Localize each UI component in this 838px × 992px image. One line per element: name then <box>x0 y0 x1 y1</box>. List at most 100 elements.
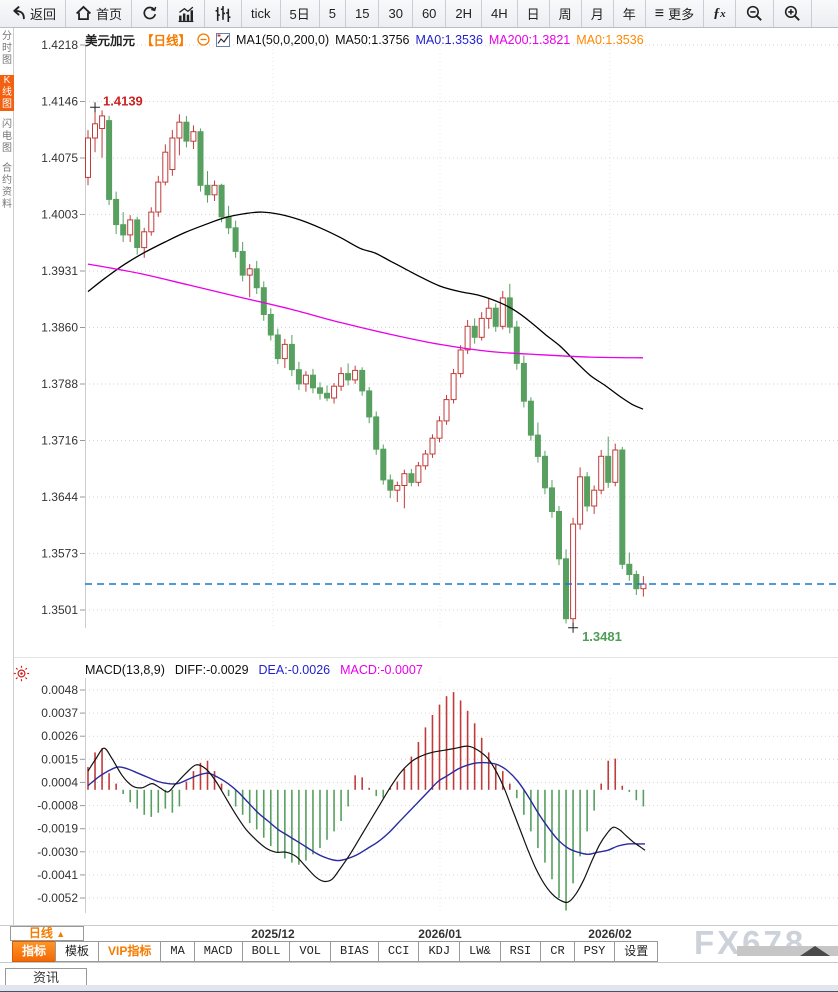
indicator-tabs: 指标 模板 VIP指标 MA MACD BOLL VOL BIAS CCI KDJ LW& RSI CR… <box>12 941 659 962</box>
macd-diff-value: DIFF:-0.0029 <box>174 663 249 677</box>
bottom-bar: 资讯 <box>0 962 838 992</box>
tab-macd[interactable]: MACD <box>193 941 243 962</box>
diff-line <box>87 745 646 904</box>
macd-params: MACD(13,8,9) <box>85 663 165 677</box>
toolbar-refresh-button[interactable] <box>132 0 169 27</box>
high-cross-marker <box>90 102 101 113</box>
tab-settings[interactable]: 设置 <box>614 941 659 962</box>
tab-bias[interactable]: BIAS <box>330 941 379 962</box>
tab-psy[interactable]: PSY <box>573 941 616 962</box>
scroll-handle[interactable] <box>737 946 838 956</box>
mini-chart-icon[interactable] <box>216 32 231 47</box>
toolbar-period-30m-button[interactable]: 30 <box>379 0 413 27</box>
period-dropdown[interactable]: 日线 ▲ <box>10 926 84 941</box>
toolbar-period-4h-button[interactable]: 4H <box>482 0 518 27</box>
tab-kdj[interactable]: KDJ <box>418 941 461 962</box>
toolbar-period-week-button[interactable]: 周 <box>550 0 582 27</box>
svg-text:-0.0019: -0.0019 <box>37 822 78 836</box>
zoom-out-icon <box>745 4 764 23</box>
toolbar-period-15m-button[interactable]: 15 <box>346 0 380 27</box>
toolbar-period-5m-label: 5 <box>328 6 336 21</box>
macd-chart[interactable]: 0.0048 0.0037 0.0026 0.0015 0.0004 -0.0008 -0.… <box>0 658 838 925</box>
svg-text:-0.0008: -0.0008 <box>37 799 78 813</box>
toolbar-home-button[interactable]: 首页 <box>66 0 133 27</box>
toolbar-period-week-label: 周 <box>558 7 572 22</box>
macd-dea-value: DEA:-0.0026 <box>258 663 331 677</box>
svg-text:1.4003: 1.4003 <box>41 208 78 222</box>
svg-text:1.4075: 1.4075 <box>41 151 78 165</box>
svg-text:1.4218: 1.4218 <box>41 38 78 52</box>
tab-vip-indicator[interactable]: VIP指标 <box>98 941 162 962</box>
toolbar-period-year-label: 年 <box>622 7 636 22</box>
toolbar-period-5m-button[interactable]: 5 <box>320 0 346 27</box>
chevron-up-icon: ▲ <box>56 929 66 939</box>
toolbar-zoom-out-button[interactable] <box>736 0 774 27</box>
toolbar-period-5d-button[interactable]: 5日 <box>281 0 320 27</box>
toolbar-period-60m-label: 60 <box>421 6 437 21</box>
tab-cr[interactable]: CR <box>540 941 575 962</box>
symbol-name: 美元加元 <box>85 34 136 48</box>
zoom-in-icon <box>783 4 802 23</box>
tab-lw[interactable]: LW& <box>459 941 501 962</box>
svg-text:1.3788: 1.3788 <box>41 377 78 391</box>
svg-text:1.3644: 1.3644 <box>41 490 78 504</box>
toolbar-more-button[interactable]: ≡ 更多 <box>646 0 705 27</box>
x-axis-month-label: 2026/01 <box>418 927 462 941</box>
toolbar-more-label: 更多 <box>668 7 695 22</box>
indicator-settings-icon[interactable] <box>13 665 30 687</box>
toolbar-period-60m-button[interactable]: 60 <box>413 0 447 27</box>
toolbar-period-year-button[interactable]: 年 <box>614 0 646 27</box>
sidebar-item-lightning-chart[interactable]: 闪电图 <box>2 119 12 154</box>
toolbar-zoom-in-button[interactable] <box>774 0 812 27</box>
x-axis-month-label: 2026/02 <box>588 927 632 941</box>
toolbar-fx-indicator-button[interactable]: ƒx <box>704 0 736 27</box>
toolbar-period-day-button[interactable]: 日 <box>518 0 550 27</box>
tab-indicator[interactable]: 指标 <box>12 941 57 962</box>
pane-divider <box>14 657 838 658</box>
candlestick-chart[interactable]: 1.4218 1.4146 1.4075 1.4003 1.3931 1.3860 1.37… <box>0 28 838 658</box>
toolbar-period-day-label: 日 <box>526 7 540 22</box>
main-gridlines: 1.4218 1.4146 1.4075 1.4003 1.3931 1.3860 1.37… <box>41 38 838 628</box>
ma50-value: MA50:1.3756 <box>335 32 410 47</box>
watermark: FX678 <box>694 924 807 961</box>
toolbar-tick-chart-button[interactable] <box>205 0 243 27</box>
refresh-icon <box>141 5 158 22</box>
tab-cci[interactable]: CCI <box>377 941 420 962</box>
svg-text:-0.0030: -0.0030 <box>37 845 78 859</box>
sidebar-item-contract-info[interactable]: 合约资料 <box>2 163 12 210</box>
more-icon: ≡ <box>654 4 665 22</box>
ma200-line <box>87 263 644 359</box>
toolbar-period-30m-label: 30 <box>388 6 403 21</box>
tab-ma[interactable]: MA <box>160 941 195 962</box>
toolbar-period-2h-button[interactable]: 2H <box>446 0 483 27</box>
tab-vol[interactable]: VOL <box>289 941 332 962</box>
toolbar-back-button[interactable]: 返回 <box>0 0 67 27</box>
tab-boll[interactable]: BOLL <box>241 941 291 962</box>
bottom-band <box>0 985 838 991</box>
toolbar-period-month-button[interactable]: 月 <box>582 0 614 27</box>
ma50-line <box>87 211 644 410</box>
toolbar-home-label: 首页 <box>96 7 123 22</box>
tab-template[interactable]: 模板 <box>55 941 100 962</box>
x-axis-strip: 日线 ▲ 2025/12 2026/01 2026/02 <box>0 925 838 942</box>
svg-text:1.4146: 1.4146 <box>41 95 78 109</box>
ma200-value: MA200:1.3821 <box>488 32 571 47</box>
low-cross-marker <box>568 622 579 633</box>
ma0-orange-value: MA0:1.3536 <box>576 32 644 47</box>
tab-rsi[interactable]: RSI <box>499 941 542 962</box>
ma0-blue-value: MA0:1.3536 <box>415 32 483 47</box>
dea-line <box>87 761 645 862</box>
toolbar-bar-chart-button[interactable] <box>168 0 206 27</box>
ma-settings-label: MA1(50,0,200,0) <box>236 32 330 47</box>
high-price-label: 1.4139 <box>103 93 143 108</box>
collapse-icon[interactable] <box>197 33 210 46</box>
toolbar-tick-period-button[interactable]: tick <box>242 0 281 27</box>
toolbar-period-2h-label: 2H <box>455 6 473 21</box>
sidebar-item-timeshare-chart[interactable]: 分时图 <box>2 31 12 66</box>
toolbar-period-month-label: 月 <box>590 7 604 22</box>
home-icon <box>75 5 92 22</box>
back-icon <box>9 5 26 22</box>
toolbar: 返回 首页 tick 5日 5 15 30 60 2H 4H 日 周 月 年 ≡ 更多 ƒx <box>0 0 838 28</box>
